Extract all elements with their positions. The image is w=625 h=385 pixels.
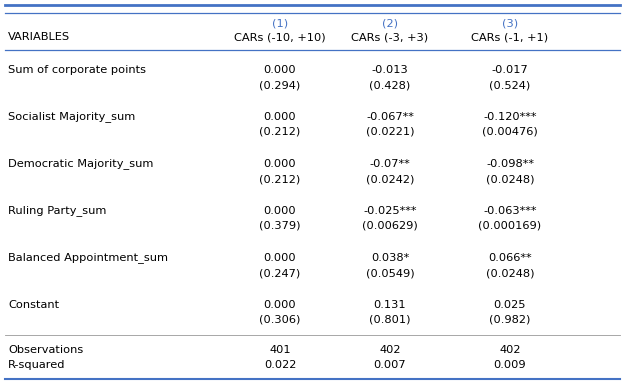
Text: R-squared: R-squared bbox=[8, 360, 66, 370]
Text: -0.120***: -0.120*** bbox=[483, 112, 537, 122]
Text: Sum of corporate points: Sum of corporate points bbox=[8, 65, 146, 75]
Text: 401: 401 bbox=[269, 345, 291, 355]
Text: (0.0549): (0.0549) bbox=[366, 268, 414, 278]
Text: (0.982): (0.982) bbox=[489, 315, 531, 325]
Text: (0.0248): (0.0248) bbox=[486, 174, 534, 184]
Text: Ruling Party_sum: Ruling Party_sum bbox=[8, 206, 106, 216]
Text: -0.017: -0.017 bbox=[492, 65, 528, 75]
Text: VARIABLES: VARIABLES bbox=[8, 32, 70, 42]
Text: Constant: Constant bbox=[8, 300, 59, 310]
Text: (0.428): (0.428) bbox=[369, 80, 411, 90]
Text: (0.247): (0.247) bbox=[259, 268, 301, 278]
Text: 402: 402 bbox=[379, 345, 401, 355]
Text: (3): (3) bbox=[502, 18, 518, 28]
Text: 0.000: 0.000 bbox=[264, 65, 296, 75]
Text: (0.00476): (0.00476) bbox=[482, 127, 538, 137]
Text: -0.067**: -0.067** bbox=[366, 112, 414, 122]
Text: CARs (-10, +10): CARs (-10, +10) bbox=[234, 32, 326, 42]
Text: 0.131: 0.131 bbox=[374, 300, 406, 310]
Text: Democratic Majority_sum: Democratic Majority_sum bbox=[8, 159, 153, 169]
Text: -0.063***: -0.063*** bbox=[483, 206, 537, 216]
Text: 0.007: 0.007 bbox=[374, 360, 406, 370]
Text: 0.025: 0.025 bbox=[494, 300, 526, 310]
Text: (2): (2) bbox=[382, 18, 398, 28]
Text: (0.524): (0.524) bbox=[489, 80, 531, 90]
Text: (0.000169): (0.000169) bbox=[479, 221, 541, 231]
Text: (0.306): (0.306) bbox=[259, 315, 301, 325]
Text: (0.0242): (0.0242) bbox=[366, 174, 414, 184]
Text: Socialist Majority_sum: Socialist Majority_sum bbox=[8, 112, 135, 122]
Text: -0.098**: -0.098** bbox=[486, 159, 534, 169]
Text: (0.0248): (0.0248) bbox=[486, 268, 534, 278]
Text: (0.212): (0.212) bbox=[259, 127, 301, 137]
Text: Observations: Observations bbox=[8, 345, 83, 355]
Text: (0.212): (0.212) bbox=[259, 174, 301, 184]
Text: -0.013: -0.013 bbox=[372, 65, 408, 75]
Text: 0.000: 0.000 bbox=[264, 159, 296, 169]
Text: (1): (1) bbox=[272, 18, 288, 28]
Text: 0.000: 0.000 bbox=[264, 300, 296, 310]
Text: 0.000: 0.000 bbox=[264, 112, 296, 122]
Text: (0.801): (0.801) bbox=[369, 315, 411, 325]
Text: 0.009: 0.009 bbox=[494, 360, 526, 370]
Text: 402: 402 bbox=[499, 345, 521, 355]
Text: -0.07**: -0.07** bbox=[369, 159, 411, 169]
Text: -0.025***: -0.025*** bbox=[363, 206, 417, 216]
Text: Balanced Appointment_sum: Balanced Appointment_sum bbox=[8, 253, 168, 263]
Text: (0.379): (0.379) bbox=[259, 221, 301, 231]
Text: CARs (-1, +1): CARs (-1, +1) bbox=[471, 32, 549, 42]
Text: 0.000: 0.000 bbox=[264, 206, 296, 216]
Text: 0.022: 0.022 bbox=[264, 360, 296, 370]
Text: (0.294): (0.294) bbox=[259, 80, 301, 90]
Text: (0.00629): (0.00629) bbox=[362, 221, 418, 231]
Text: 0.000: 0.000 bbox=[264, 253, 296, 263]
Text: (0.0221): (0.0221) bbox=[366, 127, 414, 137]
Text: 0.038*: 0.038* bbox=[371, 253, 409, 263]
Text: CARs (-3, +3): CARs (-3, +3) bbox=[351, 32, 429, 42]
Text: 0.066**: 0.066** bbox=[488, 253, 532, 263]
